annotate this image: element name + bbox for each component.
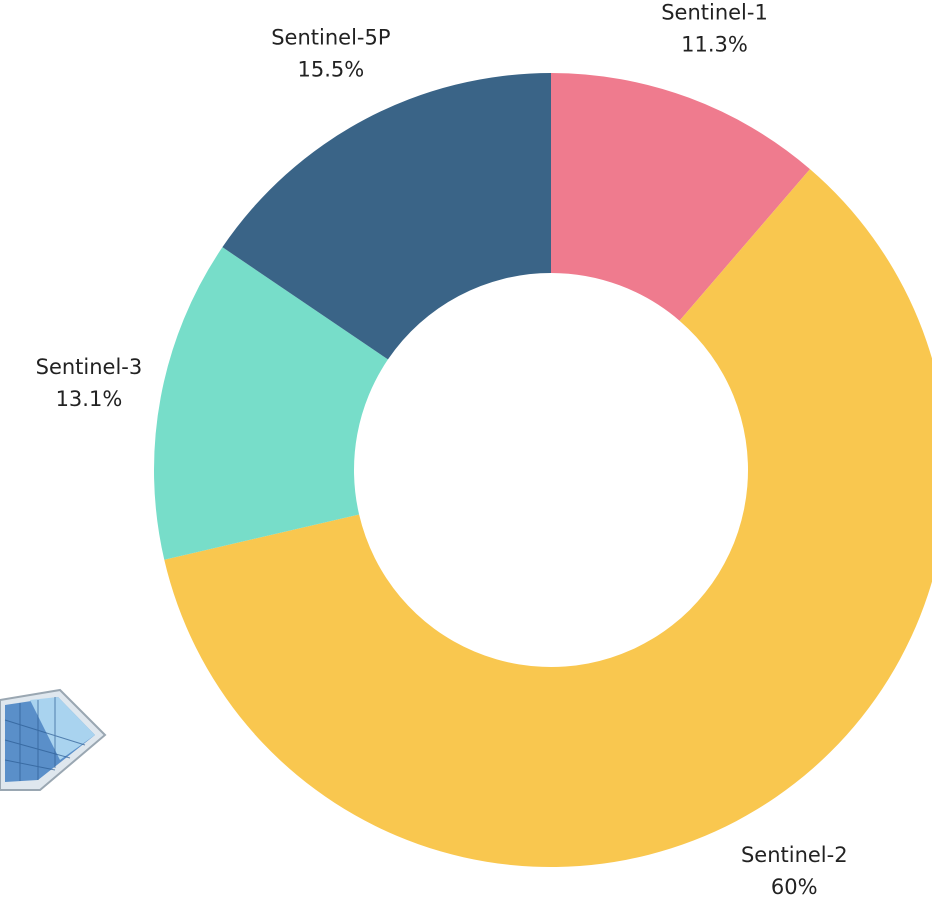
slice-value-label: 15.5% xyxy=(298,58,365,82)
slice-value-label: 11.3% xyxy=(681,32,748,56)
slice-value-label: 60% xyxy=(771,875,818,899)
slice-value-label: 13.1% xyxy=(56,387,123,411)
satellite-decoration xyxy=(0,690,105,790)
slices xyxy=(154,73,932,867)
slice-label: Sentinel-3 xyxy=(36,355,143,379)
slice-label: Sentinel-1 xyxy=(661,0,768,24)
slice-label: Sentinel-5P xyxy=(271,26,390,50)
chart: Sentinel-1 11.3% Sentinel-2 60% Sentinel-3 13… xyxy=(0,0,932,901)
slice-label: Sentinel-2 xyxy=(741,843,848,867)
